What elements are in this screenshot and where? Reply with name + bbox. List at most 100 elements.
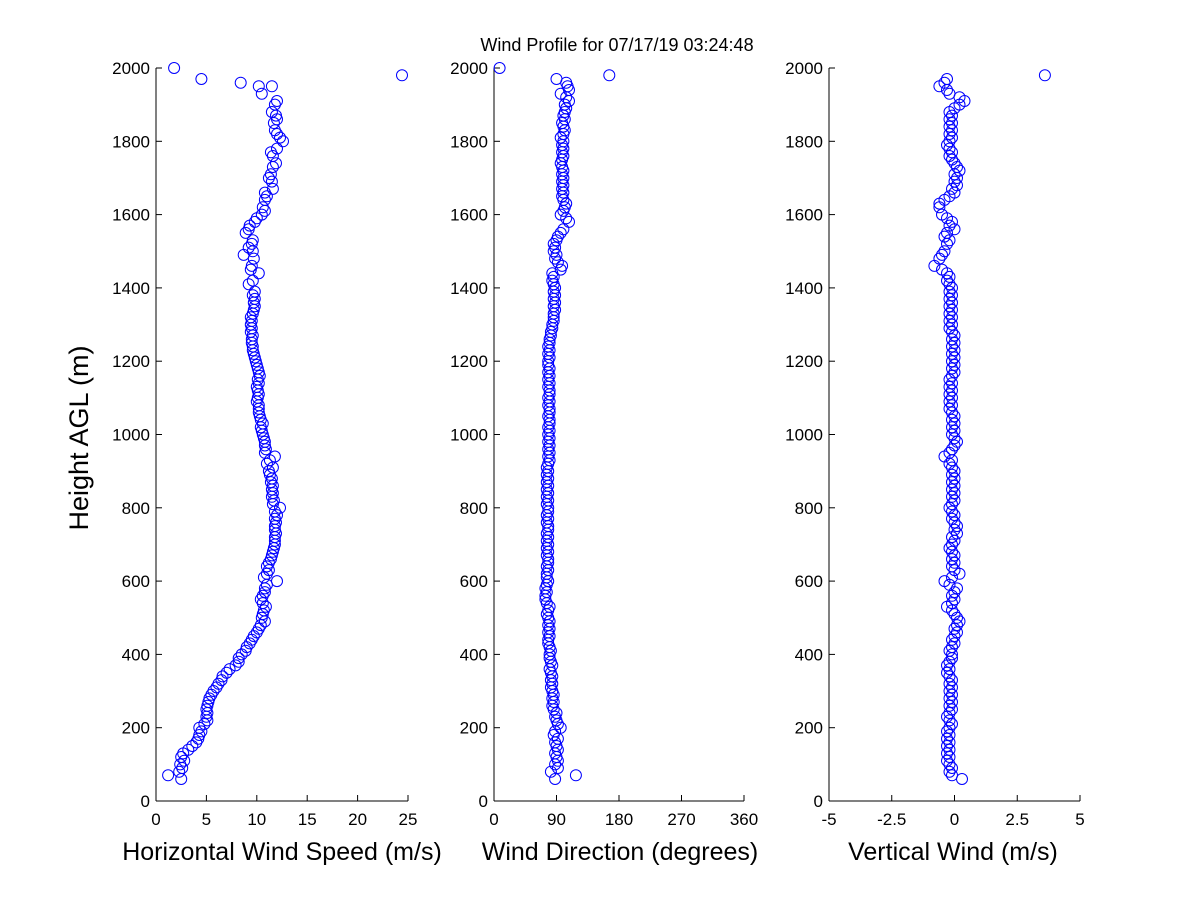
data-point [268, 98, 281, 111]
data-point [941, 732, 953, 745]
data-point [946, 333, 958, 346]
y-tick-label: 1000 [785, 426, 823, 445]
data-point [946, 483, 958, 496]
data-point [943, 670, 956, 683]
data-point [554, 131, 567, 144]
data-point [938, 575, 951, 588]
data-point [193, 729, 206, 741]
data-point [943, 292, 956, 305]
data-point [946, 131, 958, 144]
data-point [271, 575, 283, 588]
data-point [943, 388, 956, 401]
data-point [266, 182, 279, 195]
data-point [951, 619, 963, 632]
data-point [948, 556, 961, 569]
panel-wind-direction: 0 200 400 600 800 1000 1200 1400 1600 1800 2000 0 90… [450, 59, 758, 866]
data-point [946, 461, 958, 474]
data-point [551, 256, 564, 269]
data-point [943, 765, 956, 778]
data-point [943, 677, 956, 690]
data-point [941, 666, 953, 679]
data-point [265, 80, 278, 93]
data-point [550, 248, 563, 261]
y-tick-label: 400 [460, 645, 488, 664]
data-point [265, 106, 278, 118]
data-point [265, 175, 278, 188]
data-point [938, 230, 951, 243]
data-point [943, 270, 956, 283]
y-tick-label: 800 [122, 499, 150, 518]
data-point [941, 73, 953, 85]
data-point [941, 274, 953, 287]
data-point [274, 501, 286, 514]
data-point [948, 479, 961, 492]
data-point [948, 366, 961, 379]
data-point [943, 751, 956, 763]
data-point [943, 402, 956, 415]
data-point [948, 494, 961, 507]
y-tick-label: 1000 [450, 426, 488, 445]
data-point [277, 135, 289, 148]
data-point [946, 303, 958, 316]
data-point [948, 424, 961, 437]
data-point [271, 142, 283, 155]
data-point [216, 670, 229, 683]
y-tick-label: 1600 [785, 206, 823, 225]
data-point [943, 150, 956, 162]
data-point [946, 384, 958, 397]
data-point [943, 758, 956, 771]
data-point [951, 179, 963, 192]
data-point [946, 355, 958, 368]
data-point [948, 344, 961, 357]
data-point [943, 135, 956, 148]
data-point [941, 754, 953, 767]
data-point [246, 234, 259, 247]
x-axis-label-wind-direction: Wind Direction (degrees) [482, 838, 759, 866]
data-point [162, 769, 175, 782]
x-tick-label: 10 [247, 810, 266, 829]
data-point [1038, 69, 1051, 82]
data-point [543, 600, 556, 613]
y-tick-label: 600 [795, 572, 823, 591]
data-point [242, 278, 255, 291]
data-point [938, 245, 951, 258]
y-tick-label: 0 [479, 792, 488, 811]
axes-wind-direction: 0 200 400 600 800 1000 1200 1400 1600 1800 2000 0 90… [450, 59, 758, 829]
data-point [946, 124, 958, 137]
data-point [946, 560, 958, 573]
y-tick-label: 200 [795, 719, 823, 738]
data-point [946, 153, 958, 166]
data-point [229, 659, 242, 672]
data-point [946, 648, 958, 661]
y-tick-label: 1400 [785, 279, 823, 298]
data-point [948, 358, 961, 371]
data-point [212, 677, 225, 690]
data-point [943, 729, 956, 741]
data-point [948, 608, 961, 621]
axes-vertical-wind: 0 200 400 600 800 1000 1200 1400 1600 1800 2000 -5 -… [785, 59, 1085, 829]
x-tick-label: -5 [821, 810, 836, 829]
data-point [946, 703, 958, 716]
data-point [232, 652, 245, 665]
data-point [943, 707, 956, 719]
data-point [946, 505, 958, 518]
data-point [182, 743, 195, 756]
data-point [951, 626, 963, 639]
data-point [946, 399, 958, 412]
points-wind-direction [493, 62, 616, 785]
data-point [946, 347, 958, 360]
data-point [245, 259, 258, 272]
data-point [195, 73, 208, 85]
data-point [936, 208, 948, 221]
y-tick-label: 800 [460, 499, 488, 518]
data-point [943, 219, 956, 232]
data-point [948, 516, 961, 529]
data-point [943, 278, 956, 291]
x-tick-label: 0 [151, 810, 160, 829]
data-point [946, 641, 958, 654]
y-tick-label: 0 [814, 792, 823, 811]
panel-vertical-wind: 0 200 400 600 800 1000 1200 1400 1600 1800 2000 -5 -… [785, 59, 1085, 866]
data-point [554, 208, 567, 221]
data-point [270, 157, 282, 170]
